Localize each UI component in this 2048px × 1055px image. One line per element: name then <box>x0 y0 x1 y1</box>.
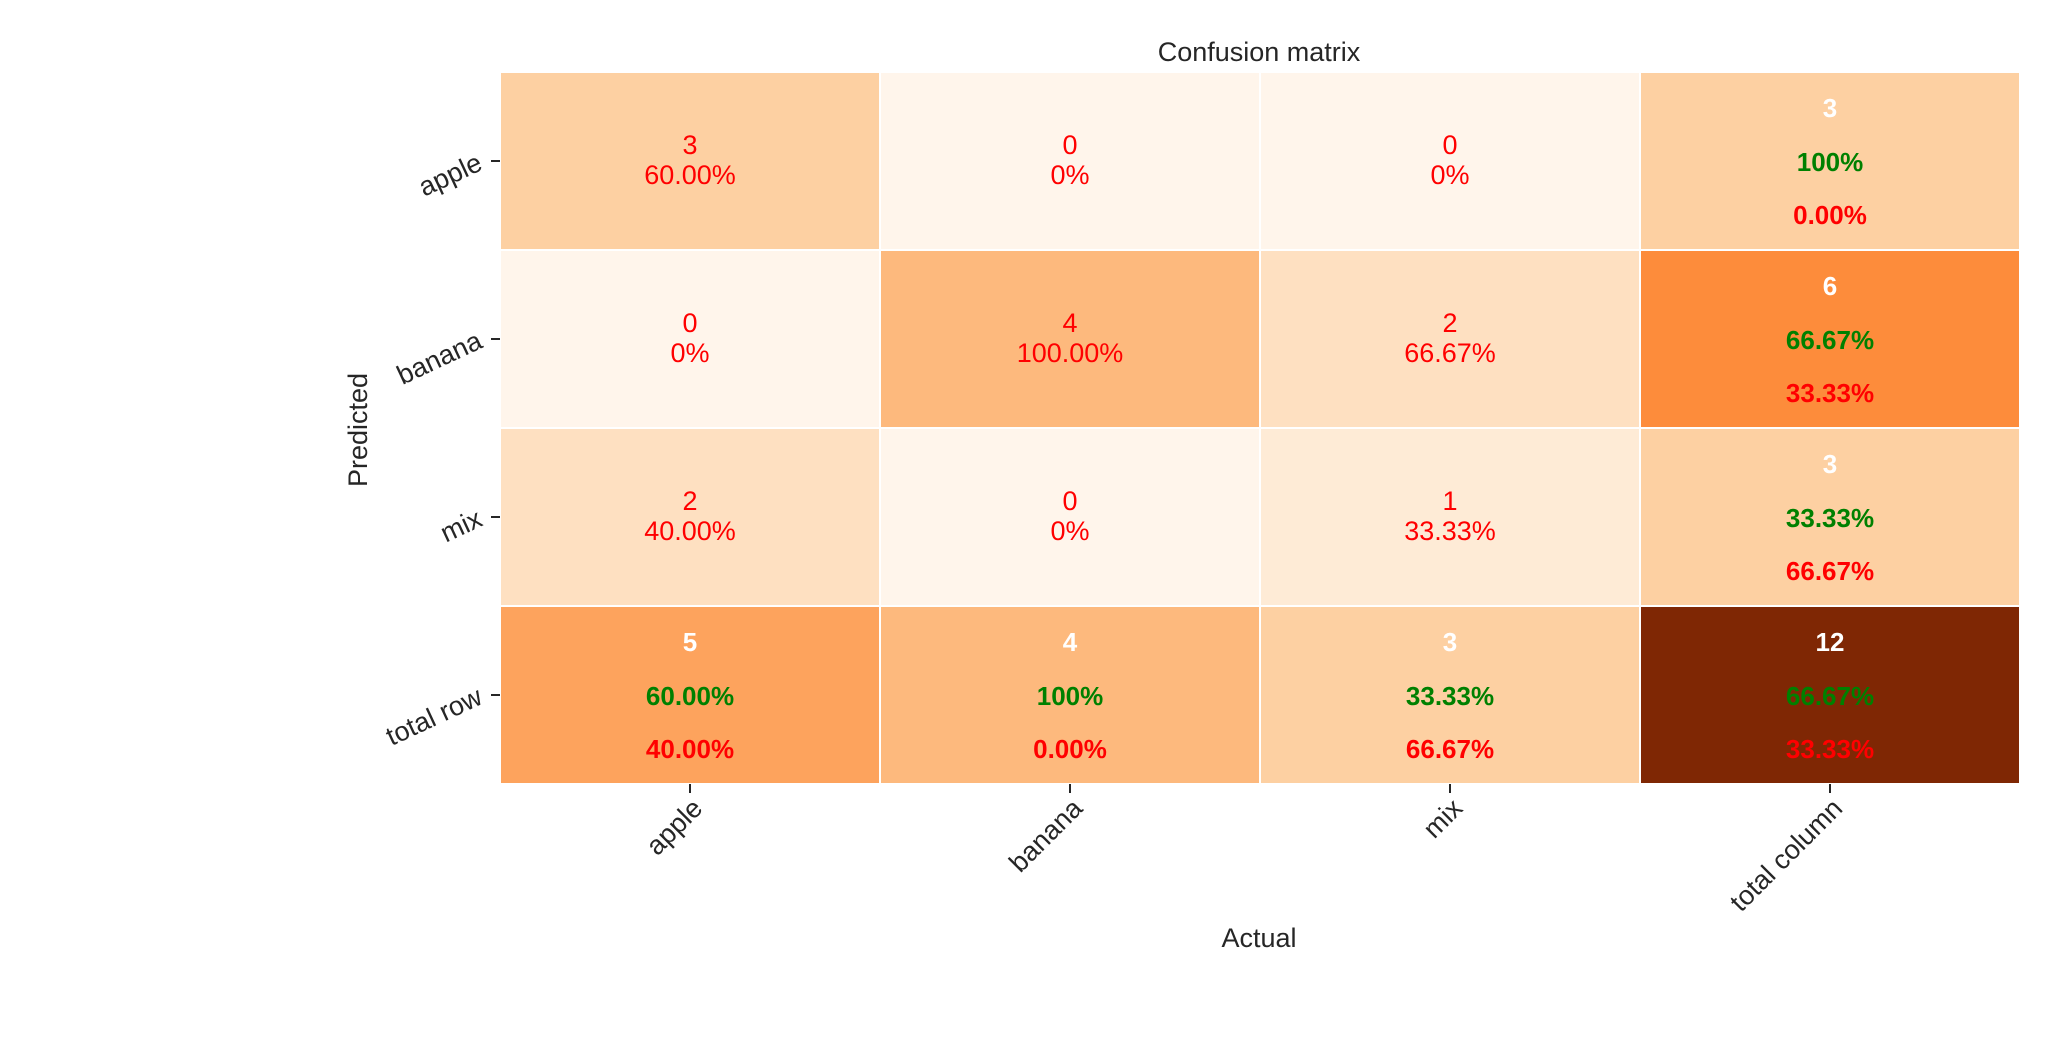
x-tick-label: total column <box>1724 793 1848 917</box>
cell-pct: 0% <box>670 338 709 368</box>
cell-error-pct: 66.67% <box>1786 556 1874 586</box>
cell-0-0 <box>499 71 881 251</box>
cell-pct: 33.33% <box>1404 516 1496 546</box>
cell-count: 2 <box>1442 308 1457 338</box>
cell-2-1 <box>879 427 1261 607</box>
cell-3-1 <box>879 605 1261 785</box>
cell-correct-pct: 100% <box>1797 147 1864 177</box>
cell-1-0 <box>499 249 881 429</box>
cell-count: 1 <box>1442 486 1457 516</box>
cell-1-1 <box>879 249 1261 429</box>
cell-0-1 <box>879 71 1261 251</box>
cell-correct-pct: 60.00% <box>646 681 734 711</box>
cell-error-pct: 33.33% <box>1786 734 1874 764</box>
cell-pct: 0% <box>1430 160 1469 190</box>
y-tick-label: total row <box>381 681 487 752</box>
x-tick-label: banana <box>1003 792 1089 878</box>
cell-correct-pct: 33.33% <box>1406 681 1494 711</box>
cell-0-3 <box>1639 71 2021 251</box>
cell-correct-pct: 33.33% <box>1786 503 1874 533</box>
cell-pct: 40.00% <box>644 516 736 546</box>
heatmap-cells: 360.00%00%00%3100%0.00%00%4100.00%266.67… <box>499 71 2021 785</box>
x-tick-label: mix <box>1417 793 1468 844</box>
cell-correct-pct: 66.67% <box>1786 681 1874 711</box>
cell-2-3 <box>1639 427 2021 607</box>
x-tick-label: apple <box>640 793 708 861</box>
cell-pct: 0% <box>1050 516 1089 546</box>
chart-title: Confusion matrix <box>1158 37 1361 67</box>
cell-error-pct: 0.00% <box>1793 200 1867 230</box>
cell-error-pct: 0.00% <box>1033 734 1107 764</box>
y-tick-label: mix <box>436 503 487 548</box>
cell-count: 4 <box>1063 627 1078 657</box>
cell-pct: 60.00% <box>644 160 736 190</box>
cell-error-pct: 66.67% <box>1406 734 1494 764</box>
cell-1-3 <box>1639 249 2021 429</box>
cell-count: 0 <box>1442 130 1457 160</box>
cell-count: 2 <box>682 486 697 516</box>
y-tick-label: banana <box>392 325 487 391</box>
cell-3-0 <box>499 605 881 785</box>
cell-count: 12 <box>1816 627 1845 657</box>
cell-count: 3 <box>1823 449 1837 479</box>
cell-count: 3 <box>682 130 697 160</box>
cell-correct-pct: 100% <box>1037 681 1104 711</box>
cell-correct-pct: 66.67% <box>1786 325 1874 355</box>
y-tick-label: apple <box>414 147 487 202</box>
cell-count: 6 <box>1823 271 1837 301</box>
cell-count: 0 <box>1062 130 1077 160</box>
cell-error-pct: 33.33% <box>1786 378 1874 408</box>
cell-3-2 <box>1259 605 1641 785</box>
cell-count: 0 <box>1062 486 1077 516</box>
cell-3-3 <box>1639 605 2021 785</box>
cell-count: 4 <box>1062 308 1077 338</box>
cell-error-pct: 40.00% <box>646 734 734 764</box>
cell-count: 0 <box>682 308 697 338</box>
cell-count: 3 <box>1443 627 1457 657</box>
x-axis-label: Actual <box>1221 923 1296 953</box>
cell-0-2 <box>1259 71 1641 251</box>
cell-pct: 66.67% <box>1404 338 1496 368</box>
cell-pct: 100.00% <box>1017 338 1124 368</box>
cell-pct: 0% <box>1050 160 1089 190</box>
cell-count: 3 <box>1823 93 1837 123</box>
y-axis-label: Predicted <box>343 373 373 487</box>
cell-count: 5 <box>683 627 697 657</box>
